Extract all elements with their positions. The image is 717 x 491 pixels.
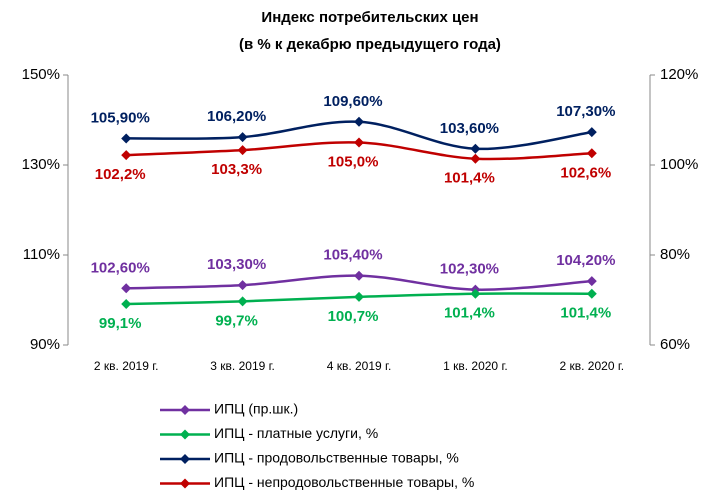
point-marker xyxy=(470,153,481,164)
legend-label: ИПЦ - платные услуги, % xyxy=(214,425,378,441)
point-marker xyxy=(354,291,364,302)
point-marker xyxy=(470,143,481,154)
y2-tick-label: 100% xyxy=(660,156,698,173)
value-label: 102,6% xyxy=(560,164,611,181)
x-tick-label: 4 кв. 2019 г. xyxy=(327,359,392,373)
point-marker xyxy=(470,288,481,299)
point-marker xyxy=(586,127,597,138)
value-label: 105,90% xyxy=(91,109,150,126)
value-label: 107,30% xyxy=(556,103,615,120)
point-marker xyxy=(354,116,364,127)
value-label: 101,4% xyxy=(560,305,611,322)
legend-marker xyxy=(180,429,190,440)
legend-label: ИПЦ (пр.шк.) xyxy=(214,401,298,417)
point-marker xyxy=(586,276,597,287)
point-marker xyxy=(354,270,364,281)
point-marker xyxy=(237,280,248,291)
value-label: 100,7% xyxy=(328,308,379,325)
y2-tick-label: 120% xyxy=(660,66,698,83)
value-label: 106,20% xyxy=(207,108,266,125)
value-label: 103,3% xyxy=(211,161,262,178)
point-marker xyxy=(237,145,248,156)
value-label: 105,0% xyxy=(328,153,379,170)
chart-title: Индекс потребительских цен xyxy=(261,9,478,26)
value-label: 101,4% xyxy=(444,305,495,322)
legend-label: ИПЦ - непродовольственные товары, % xyxy=(214,474,474,490)
value-label: 105,40% xyxy=(323,247,382,264)
point-marker xyxy=(586,148,597,159)
x-tick-label: 2 кв. 2019 г. xyxy=(94,359,159,373)
point-marker xyxy=(237,296,248,307)
legend-marker xyxy=(180,478,190,489)
value-label: 109,60% xyxy=(323,93,382,110)
value-label: 103,60% xyxy=(440,120,499,137)
value-label: 104,20% xyxy=(556,252,615,269)
point-marker xyxy=(121,133,132,144)
point-marker xyxy=(237,132,248,143)
value-label: 99,7% xyxy=(215,312,258,329)
value-label: 99,1% xyxy=(99,315,142,332)
value-label: 101,4% xyxy=(444,170,495,187)
point-marker xyxy=(121,150,132,161)
y2-tick-label: 60% xyxy=(660,336,690,353)
point-marker xyxy=(354,137,364,148)
point-marker xyxy=(586,288,597,299)
y-tick-label: 130% xyxy=(22,156,60,173)
point-marker xyxy=(121,299,132,310)
y-tick-label: 90% xyxy=(30,336,60,353)
x-tick-label: 1 кв. 2020 г. xyxy=(443,359,508,373)
value-label: 102,30% xyxy=(440,261,499,278)
y-tick-label: 110% xyxy=(23,246,60,263)
y-tick-label: 150% xyxy=(22,66,60,83)
x-tick-label: 2 кв. 2020 г. xyxy=(560,359,625,373)
value-label: 102,60% xyxy=(91,259,150,276)
point-marker xyxy=(121,283,132,294)
legend-marker xyxy=(180,454,190,464)
chart-subtitle: (в % к декабрю предыдущего года) xyxy=(239,36,501,53)
x-tick-label: 3 кв. 2019 г. xyxy=(210,359,275,373)
y2-tick-label: 80% xyxy=(660,246,690,263)
legend-label: ИПЦ - продовольственные товары, % xyxy=(214,450,459,466)
value-label: 103,30% xyxy=(207,256,266,273)
value-label: 102,2% xyxy=(95,166,146,183)
legend-marker xyxy=(180,405,190,415)
